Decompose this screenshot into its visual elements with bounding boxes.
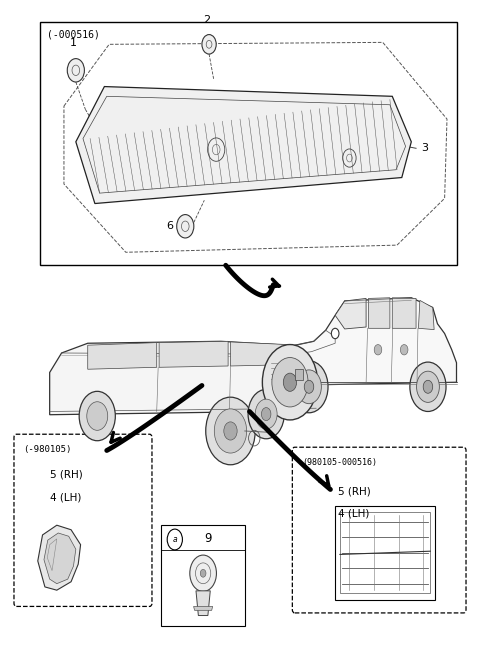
- Text: 3: 3: [421, 143, 428, 153]
- Circle shape: [224, 422, 237, 440]
- Circle shape: [400, 345, 408, 355]
- Polygon shape: [196, 591, 210, 615]
- Circle shape: [87, 402, 108, 430]
- Polygon shape: [335, 298, 366, 329]
- Circle shape: [190, 555, 216, 591]
- Polygon shape: [44, 533, 76, 583]
- Text: 5 (RH): 5 (RH): [337, 486, 370, 496]
- Polygon shape: [49, 341, 323, 415]
- Polygon shape: [268, 298, 456, 385]
- Text: 4 (LH): 4 (LH): [49, 492, 81, 503]
- Circle shape: [374, 345, 382, 355]
- Polygon shape: [193, 606, 213, 610]
- Bar: [335, 506, 435, 600]
- Circle shape: [200, 570, 206, 577]
- Text: (980105-000516): (980105-000516): [302, 458, 377, 467]
- Text: 5 (RH): 5 (RH): [49, 470, 83, 480]
- Text: 1: 1: [70, 37, 77, 48]
- Circle shape: [206, 397, 255, 465]
- Text: a: a: [172, 535, 177, 544]
- Text: (-000516): (-000516): [48, 29, 100, 39]
- Polygon shape: [230, 342, 288, 366]
- Circle shape: [272, 358, 308, 407]
- Circle shape: [410, 362, 446, 411]
- Bar: [161, 525, 245, 626]
- Circle shape: [67, 59, 84, 82]
- Circle shape: [177, 215, 194, 238]
- Polygon shape: [88, 343, 157, 370]
- Circle shape: [423, 380, 432, 393]
- Text: 2: 2: [203, 15, 210, 25]
- Circle shape: [262, 407, 271, 421]
- Circle shape: [297, 370, 322, 404]
- Text: 6: 6: [167, 221, 173, 232]
- Bar: [340, 512, 431, 593]
- Circle shape: [331, 328, 339, 339]
- Polygon shape: [419, 300, 434, 330]
- Bar: [40, 22, 456, 266]
- Bar: [295, 369, 303, 380]
- Text: (-980105): (-980105): [24, 445, 72, 455]
- Circle shape: [263, 345, 318, 420]
- Circle shape: [304, 380, 314, 393]
- Circle shape: [79, 391, 115, 441]
- Polygon shape: [159, 341, 228, 368]
- Polygon shape: [38, 525, 81, 590]
- Circle shape: [255, 399, 277, 429]
- Circle shape: [214, 409, 247, 453]
- Circle shape: [283, 373, 297, 391]
- Polygon shape: [76, 86, 411, 203]
- Text: 9: 9: [204, 532, 212, 545]
- Circle shape: [417, 371, 439, 402]
- Polygon shape: [392, 298, 416, 328]
- Circle shape: [290, 361, 328, 413]
- Circle shape: [248, 389, 284, 439]
- Text: 4 (LH): 4 (LH): [337, 509, 369, 519]
- Circle shape: [202, 35, 216, 54]
- Polygon shape: [369, 298, 390, 328]
